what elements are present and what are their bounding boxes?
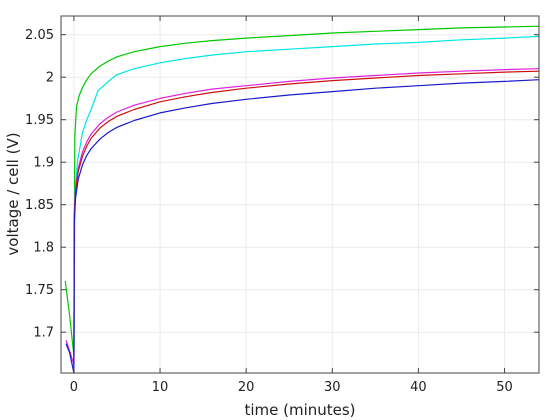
- x-tick-label: 50: [496, 380, 513, 395]
- x-axis-ticks: 0 10 20 30 40 50: [70, 16, 513, 395]
- series-line-5: [65, 79, 540, 374]
- series-line-2: [73, 35, 540, 360]
- x-tick-label: 30: [324, 380, 341, 395]
- y-tick-label: 1.95: [25, 113, 54, 128]
- y-tick-label: 1.9: [33, 156, 54, 171]
- x-axis-title: time (minutes): [244, 401, 355, 419]
- y-axis-ticks: 1.7 1.75 1.8 1.85 1.9 1.95 2 2.05: [25, 28, 539, 341]
- x-tick-label: 20: [238, 380, 255, 395]
- y-tick-label: 1.75: [25, 283, 54, 298]
- x-tick-label: 10: [152, 380, 169, 395]
- y-tick-label: 1.85: [25, 198, 54, 213]
- plot-area-border: [60, 15, 540, 374]
- x-tick-label: 0: [70, 380, 78, 395]
- series-lines: [64, 25, 540, 374]
- y-tick-label: 1.7: [33, 326, 54, 341]
- series-line-4: [73, 70, 540, 367]
- y-tick-label: 2.05: [25, 28, 54, 43]
- y-tick-label: 2: [46, 71, 54, 86]
- x-tick-label: 40: [410, 380, 427, 395]
- y-tick-label: 1.8: [33, 241, 54, 256]
- y-axis-title: voltage / cell (V): [4, 132, 22, 255]
- series-line-1: [64, 25, 540, 357]
- plot-frame: [60, 15, 540, 374]
- series-line-3: [65, 68, 540, 366]
